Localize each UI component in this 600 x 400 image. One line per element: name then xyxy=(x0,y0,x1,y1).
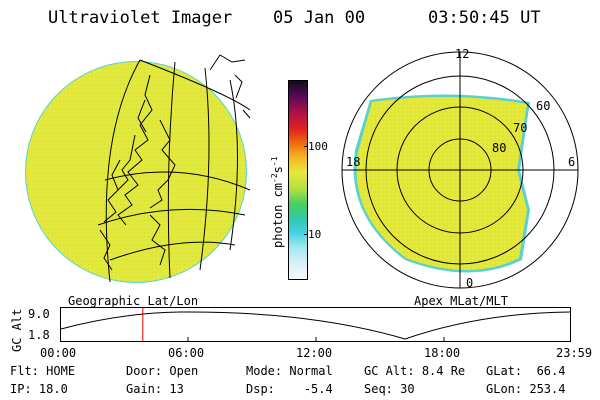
auroral-oval-fill xyxy=(356,96,527,270)
outside-map-lines xyxy=(209,54,251,119)
mlt-label-12: 12 xyxy=(455,47,469,61)
coastlines xyxy=(99,74,176,271)
status-dsp: Dsp: -5.4 xyxy=(246,382,333,396)
color-scale-bar xyxy=(288,80,308,280)
time-tick-0000: 00:00 xyxy=(40,346,77,360)
mlt-label-18: 18 xyxy=(346,155,360,169)
status-mode: Mode: Normal xyxy=(246,364,333,378)
colorbar-tick-100: 100 xyxy=(308,140,328,153)
geographic-image xyxy=(25,54,251,283)
status-glon: GLon: 253.4 xyxy=(486,382,566,396)
right-panel-label: Apex MLat/MLT xyxy=(414,294,508,308)
status-ip: IP: 18.0 xyxy=(10,382,68,396)
lat-lon-grid xyxy=(97,59,251,283)
polar-grid xyxy=(341,51,579,289)
time-tick-1200: 12:00 xyxy=(296,346,333,360)
altitude-curve xyxy=(60,311,571,340)
time-tick-0600: 06:00 xyxy=(168,346,205,360)
altitude-tick-1-8: 1.8 xyxy=(28,328,50,342)
left-panel-label: Geographic Lat/Lon xyxy=(68,294,199,308)
time-tick-1800: 18:00 xyxy=(424,346,461,360)
time-label: 03:50:45 UT xyxy=(428,8,541,28)
altitude-axis-label: GC Alt xyxy=(10,308,24,352)
time-tick-2359: 23:59 xyxy=(556,346,593,360)
instrument-title: Ultraviolet Imager xyxy=(48,8,233,28)
status-gain: Gain: 13 xyxy=(126,382,184,396)
status-door: Door: Open xyxy=(126,364,199,378)
mlat-label-60: 60 xyxy=(536,99,550,113)
colorbar-tick-10: 10 xyxy=(308,228,322,241)
colorbar-unit-label: photon cm-2s-1 xyxy=(270,156,285,248)
status-flt: Flt: HOME xyxy=(10,364,76,378)
status-seq: Seq: 30 xyxy=(364,382,415,396)
polar-plot: 12 18 6 0 60 70 80 xyxy=(341,47,579,290)
mlt-label-0: 0 xyxy=(466,276,473,290)
altitude-plot xyxy=(60,307,571,342)
earth-disk xyxy=(26,62,246,282)
mlat-label-70: 70 xyxy=(513,121,527,135)
mlat-label-80: 80 xyxy=(492,141,506,155)
altitude-tick-9: 9.0 xyxy=(28,307,50,321)
status-gc-alt: GC Alt: 8.4 Re xyxy=(364,364,466,378)
date-label: 05 Jan 00 xyxy=(273,8,366,28)
status-glat: GLat: 66.4 xyxy=(486,364,566,378)
mlt-label-6: 6 xyxy=(568,155,575,169)
